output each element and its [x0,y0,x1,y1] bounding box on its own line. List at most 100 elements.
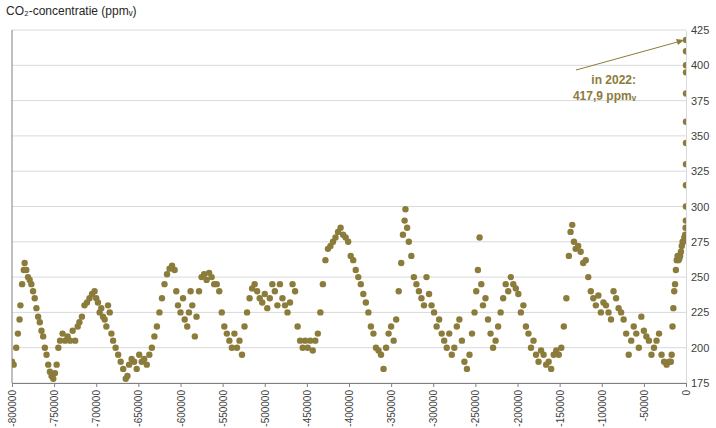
data-point [567,229,573,235]
data-point [535,359,541,365]
data-point [623,330,629,336]
x-tick: -650000 [133,383,144,427]
data-point [683,161,686,167]
data-point [368,323,374,329]
data-point [683,217,686,223]
data-point [52,370,58,376]
data-point [45,361,51,367]
data-point [401,217,407,223]
data-point [683,140,686,146]
data-point [497,309,503,315]
data-point [528,345,534,351]
data-point [523,323,529,329]
data-point [159,295,165,301]
y-tick: 425 [686,24,709,36]
data-point [38,328,44,334]
data-point [37,319,43,325]
data-point [556,352,562,358]
data-point [224,330,230,336]
data-point [231,330,237,336]
grid-line [12,171,686,172]
x-tick-label: -400000 [344,390,355,427]
data-point [133,366,139,372]
data-point [396,288,402,294]
x-tick-mark [560,383,561,387]
x-tick-label: -700000 [91,390,102,427]
y-tick: 250 [686,271,709,283]
data-point [274,302,280,308]
y-tick: 175 [686,377,709,389]
data-point [294,323,300,329]
data-point [683,119,686,125]
data-point [105,302,111,308]
data-point [23,267,29,273]
y-tick: 400 [686,59,709,71]
x-tick: -600000 [176,383,187,427]
data-point [518,309,524,315]
x-tick-label: -500000 [260,390,271,427]
data-point [464,366,470,372]
data-point [171,267,177,273]
data-point [454,323,460,329]
data-point [262,291,268,297]
data-point [234,345,240,351]
y-tick-label: 400 [691,59,709,71]
data-point [355,274,361,280]
data-point [239,352,245,358]
x-tick-mark [686,383,687,387]
data-point [466,352,472,358]
data-point [473,288,479,294]
data-point [476,234,482,240]
data-point [365,309,371,315]
data-point [226,337,232,343]
data-point [267,295,273,301]
data-point [30,288,36,294]
data-point [151,333,157,339]
data-point [423,274,429,280]
data-point [177,309,183,315]
data-point [182,316,188,322]
data-point [402,206,408,212]
data-point [12,361,17,367]
data-point [236,337,242,343]
data-point [385,330,391,336]
data-point [398,260,404,266]
grid-line [12,135,686,136]
data-point [180,295,186,301]
data-point [279,295,285,301]
grid-line [12,30,686,31]
data-point [431,309,437,315]
y-tick-label: 225 [691,306,709,318]
data-point [421,302,427,308]
annotation-text: in 2022: [591,73,636,87]
y-tick: 325 [686,165,709,177]
data-point [653,337,659,343]
data-point [648,352,654,358]
data-point [370,330,376,336]
data-point [505,288,511,294]
data-point [682,224,686,230]
x-tick-mark [307,383,308,387]
y-tick: 375 [686,95,709,107]
data-point [208,274,214,280]
data-point [408,253,414,259]
y-tick-label: 275 [691,236,709,248]
data-point [363,299,369,305]
data-point [284,309,290,315]
data-point [310,347,316,353]
grid-line [12,312,686,313]
x-tick-mark [518,383,519,387]
chart-title: CO₂-concentratie (ppmᵥ) [6,4,137,18]
data-point [184,323,190,329]
x-tick: -250000 [470,383,481,427]
grid-line [12,277,686,278]
plot-frame [12,30,13,383]
x-tick-label: -150000 [555,390,566,427]
x-tick: -450000 [302,383,313,427]
data-point [110,337,116,343]
data-point [141,356,147,362]
data-point [678,248,684,254]
data-point [187,288,193,294]
data-point [79,313,85,319]
data-point [393,316,399,322]
